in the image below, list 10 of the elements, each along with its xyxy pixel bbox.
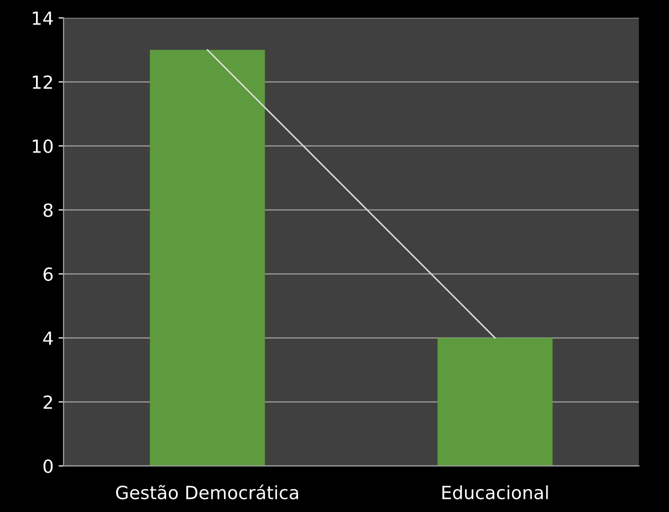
x-tick-label: Gestão Democrática	[116, 484, 298, 500]
y-tick-label: 6	[44, 267, 53, 282]
y-tick-label: 12	[32, 75, 52, 89]
y-tick-label: 0	[44, 459, 53, 474]
y-tick-label: 4	[43, 332, 53, 345]
y-tick-label: 2	[44, 395, 52, 409]
y-tick-label: 8	[44, 203, 53, 218]
y-tick-label: 14	[32, 12, 53, 25]
x-tick-label: Educacional	[442, 485, 548, 500]
y-tick-label: 10	[32, 139, 53, 154]
